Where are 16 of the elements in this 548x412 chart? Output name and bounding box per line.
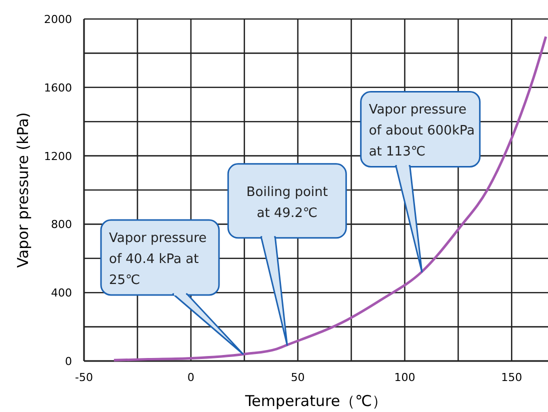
x-tick-label: 50 [290,371,305,384]
y-tick-label: 800 [51,218,72,232]
y-tick-label: 2000 [44,13,72,26]
x-tick-label: -50 [75,371,93,384]
y-tick-label: 0 [65,355,72,368]
y-axis-title: Vapor pressure (kPa) [14,112,32,268]
y-tick-label: 1600 [44,81,72,94]
y-tick-label: 400 [51,286,72,300]
annotation: Boiling point at 49.2℃ [246,184,328,221]
x-tick-label: 100 [394,371,416,384]
x-tick-label: 150 [501,371,522,384]
x-tick-label: 0 [187,371,194,384]
y-tick-label: 1200 [44,150,72,163]
annotation: Vapor pressure of about 600kPa at 113℃ [368,102,475,160]
annotation: Vapor pressure of 40.4 kPa at 25℃ [109,231,207,288]
x-axis-title: Temperature（℃） [244,392,387,410]
